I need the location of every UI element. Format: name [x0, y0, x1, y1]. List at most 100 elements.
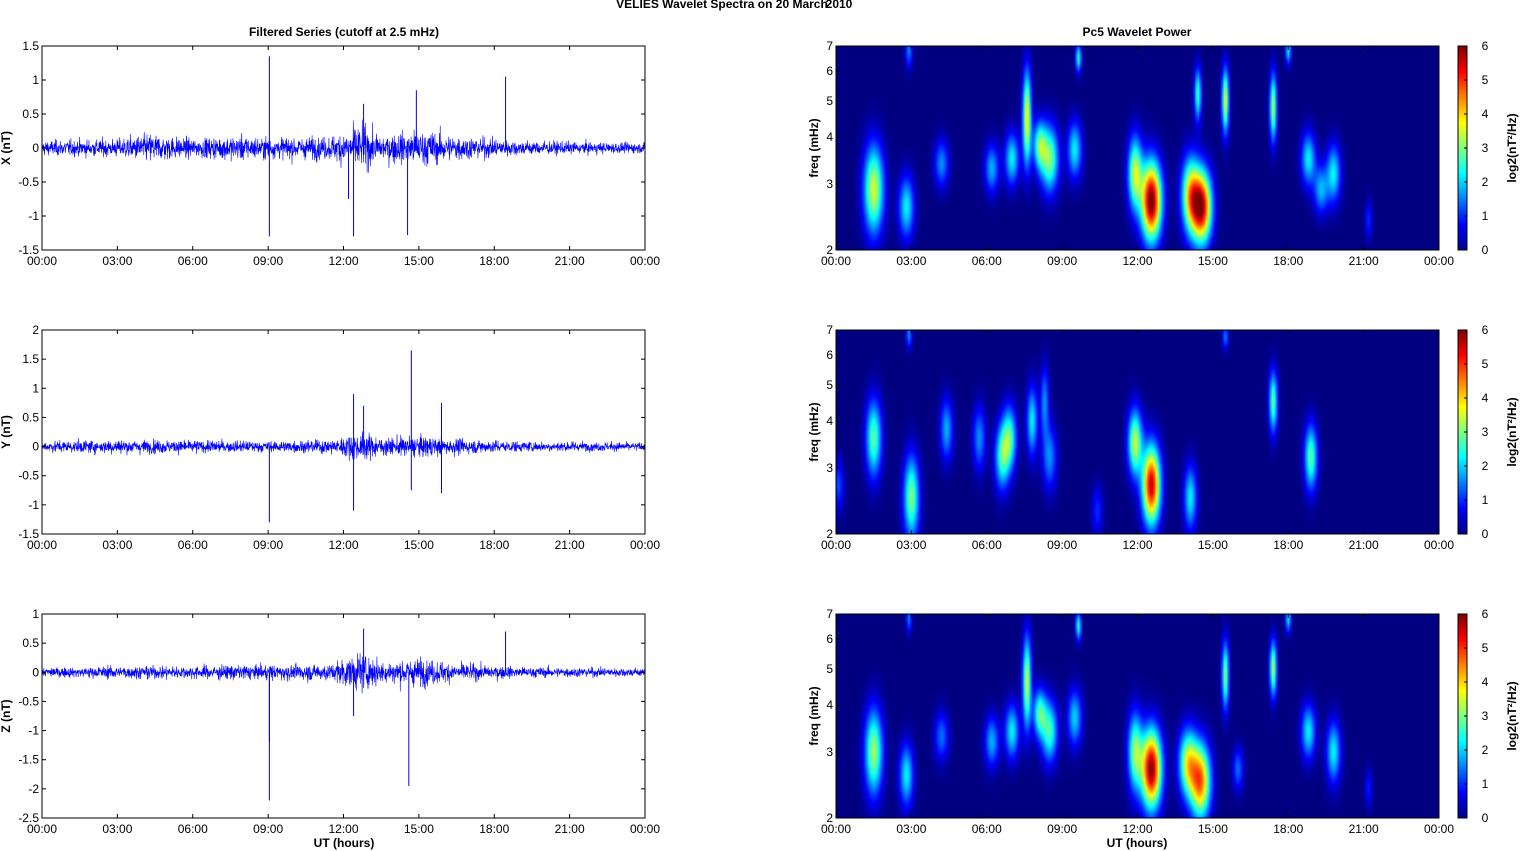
power-y-x-tick-label: 18:00 [1273, 538, 1303, 552]
filtered-y-y-tick-label: -1.5 [18, 527, 39, 541]
filtered-z-x-tick-label: 09:00 [253, 822, 283, 836]
power-y-x-tick-label: 00:00 [1424, 538, 1454, 552]
filtered-z-x-tick-label: 00:00 [630, 822, 660, 836]
power-x-colorbar-tick-label: 2 [1482, 175, 1489, 189]
filtered-z-y-tick-label: 1 [32, 607, 39, 621]
filtered-x-x-tick-label: 21:00 [555, 254, 585, 268]
power-y-heatmap-image [836, 330, 1439, 534]
power-z-colorbar-tick-label: 3 [1482, 709, 1489, 723]
filtered-x-y-axis-label: X (nT) [0, 131, 13, 165]
power-z-x-tick-label: 09:00 [1047, 822, 1077, 836]
power-y-y-tick-label: 7 [826, 323, 833, 337]
power-x-x-tick-label: 21:00 [1349, 254, 1379, 268]
filtered-x-y-tick-label: 1 [32, 73, 39, 87]
power-z-y-tick-label: 3 [826, 745, 833, 759]
filtered-x-x-tick-label: 09:00 [253, 254, 283, 268]
filtered-z-y-tick-label: 0 [32, 665, 39, 679]
power-x-colorbar-tick-label: 1 [1482, 209, 1489, 223]
power-x-y-tick-label: 5 [826, 94, 833, 108]
power-x-x-tick-label: 15:00 [1198, 254, 1228, 268]
power-z-colorbar-tick-label: 1 [1482, 777, 1489, 791]
power-x-y-axis-label: freq (mHz) [807, 118, 821, 177]
filtered-z-x-tick-label: 00:00 [27, 822, 57, 836]
filtered-x-y-tick-label: -1 [28, 209, 39, 223]
power-z-x-tick-label: 03:00 [896, 822, 926, 836]
figure-title: VELIES Wavelet Spectra on 20 March [616, 0, 828, 11]
power-x-colorbar-tick-label: 4 [1482, 107, 1489, 121]
filtered-y-y-tick-label: 0 [32, 440, 39, 454]
power-z-y-tick-label: 6 [826, 632, 833, 646]
filtered-z-x-tick-label: 06:00 [178, 822, 208, 836]
power-x-colorbar-tick-label: 3 [1482, 141, 1489, 155]
filtered-x-x-tick-label: 00:00 [27, 254, 57, 268]
filtered-y-y-tick-label: 2 [32, 323, 39, 337]
filtered-y-x-tick-label: 15:00 [404, 538, 434, 552]
left-column-title: Filtered Series (cutoff at 2.5 mHz) [249, 25, 439, 39]
power-x-x-tick-label: 00:00 [821, 254, 851, 268]
power-z-y-tick-label: 5 [826, 662, 833, 676]
power-z-x-tick-label: 12:00 [1122, 822, 1152, 836]
power-x-x-tick-label: 12:00 [1122, 254, 1152, 268]
power-x-x-tick-label: 09:00 [1047, 254, 1077, 268]
filtered-z-y-tick-label: -0.5 [18, 694, 39, 708]
power-z-x-tick-label: 06:00 [972, 822, 1002, 836]
filtered-x-x-tick-label: 18:00 [479, 254, 509, 268]
power-y-x-tick-label: 06:00 [972, 538, 1002, 552]
filtered-y-x-tick-label: 03:00 [102, 538, 132, 552]
filtered-x-x-tick-label: 00:00 [630, 254, 660, 268]
power-z-colorbar-tick-label: 4 [1482, 675, 1489, 689]
power-x-x-tick-label: 00:00 [1424, 254, 1454, 268]
filtered-y-y-tick-label: -1 [28, 498, 39, 512]
power-y-colorbar-tick-label: 3 [1482, 425, 1489, 439]
right-column-title: Pc5 Wavelet Power [1083, 25, 1192, 39]
filtered-z-y-tick-label: -2 [28, 782, 39, 796]
power-y-colorbar-label: log2(nT²/Hz) [1505, 397, 1519, 466]
filtered-z-x-tick-label: 15:00 [404, 822, 434, 836]
power-y-colorbar-tick-label: 1 [1482, 493, 1489, 507]
filtered-z-axes-frame [41, 613, 646, 819]
filtered-y-x-tick-label: 09:00 [253, 538, 283, 552]
filtered-y-x-tick-label: 00:00 [27, 538, 57, 552]
filtered-x-y-tick-label: -1.5 [18, 243, 39, 257]
filtered-z-y-tick-label: -2.5 [18, 811, 39, 825]
power-y-x-tick-label: 15:00 [1198, 538, 1228, 552]
power-y-x-tick-label: 21:00 [1349, 538, 1379, 552]
power-x-colorbar-tick-label: 6 [1482, 39, 1489, 53]
filtered-y-y-axis-label: Y (nT) [0, 415, 13, 449]
filtered-y-x-tick-label: 12:00 [328, 538, 358, 552]
power-z-colorbar-tick-label: 6 [1482, 607, 1489, 621]
power-z-x-tick-label: 00:00 [1424, 822, 1454, 836]
power-y-y-tick-label: 4 [826, 414, 833, 428]
filtered-x-y-tick-label: 0.5 [22, 107, 39, 121]
filtered-x-x-tick-label: 15:00 [404, 254, 434, 268]
power-x-y-tick-label: 3 [826, 177, 833, 191]
filtered-z-y-tick-label: -1 [28, 724, 39, 738]
power-x-colorbar-tick-label: 0 [1482, 243, 1489, 257]
power-z-y-axis-label: freq (mHz) [807, 686, 821, 745]
figure-title-year: 2010 [826, 0, 853, 11]
power-z-colorbar-label: log2(nT²/Hz) [1505, 681, 1519, 750]
filtered-x-y-tick-label: 0 [32, 141, 39, 155]
filtered-y-trace [42, 431, 645, 462]
power-x-y-tick-label: 2 [826, 243, 833, 257]
power-y-colorbar-tick-label: 2 [1482, 459, 1489, 473]
power-x-colorbar-label: log2(nT²/Hz) [1505, 113, 1519, 182]
power-y-y-tick-label: 5 [826, 378, 833, 392]
power-y-y-axis-label: freq (mHz) [807, 402, 821, 461]
filtered-y-y-tick-label: 0.5 [22, 410, 39, 424]
power-z-x-tick-label: 15:00 [1198, 822, 1228, 836]
filtered-z-x-tick-label: 12:00 [328, 822, 358, 836]
power-z-heatmap-image [836, 614, 1439, 818]
chart-panels: 1.510.50-0.5-1-1.500:00 03:00 06:00 09:00 12… [0, 39, 1519, 836]
filtered-z-y-tick-label: 0.5 [22, 636, 39, 650]
power-z-y-tick-label: 2 [826, 811, 833, 825]
x-axis-label-left: UT (hours) [314, 836, 375, 850]
power-z-colorbar-tick-label: 2 [1482, 743, 1489, 757]
power-y-y-tick-label: 3 [826, 461, 833, 475]
power-x-x-tick-label: 03:00 [896, 254, 926, 268]
filtered-y-x-tick-label: 21:00 [555, 538, 585, 552]
power-x-y-tick-label: 7 [826, 39, 833, 53]
filtered-x-x-tick-label: 12:00 [328, 254, 358, 268]
